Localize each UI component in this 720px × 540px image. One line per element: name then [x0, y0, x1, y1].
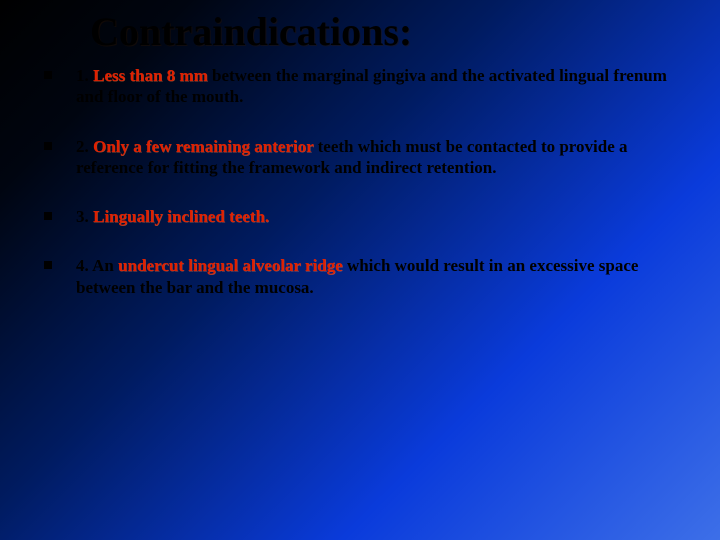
bullet-icon [44, 261, 52, 269]
list-item: 1. Less than 8 mm between the marginal g… [40, 65, 680, 108]
list-item: 4. An undercut lingual alveolar ridge wh… [40, 255, 680, 298]
list-item: 2. Only a few remaining anterior teeth w… [40, 136, 680, 179]
bullet-highlight: Lingually inclined teeth. [93, 207, 269, 226]
bullet-number: 1. [76, 66, 89, 85]
bullet-number: 2. [76, 137, 89, 156]
bullet-highlight: Only a few remaining anterior [93, 137, 313, 156]
bullet-highlight: Less than 8 mm [93, 66, 208, 85]
bullet-icon [44, 142, 52, 150]
bullet-icon [44, 212, 52, 220]
bullet-text: 3. Lingually inclined teeth. [76, 206, 680, 227]
bullet-lead: An [92, 256, 118, 275]
bullet-text: 4. An undercut lingual alveolar ridge wh… [76, 255, 680, 298]
bullet-text: 1. Less than 8 mm between the marginal g… [76, 65, 680, 108]
list-item: 3. Lingually inclined teeth. [40, 206, 680, 227]
bullet-icon [44, 71, 52, 79]
slide-title: Contraindications: [90, 8, 680, 55]
bullet-number: 4. [76, 256, 89, 275]
bullet-highlight: undercut lingual alveolar ridge [118, 256, 343, 275]
bullet-text: 2. Only a few remaining anterior teeth w… [76, 136, 680, 179]
slide: Contraindications: 1. Less than 8 mm bet… [0, 0, 720, 540]
bullet-number: 3. [76, 207, 89, 226]
bullet-list: 1. Less than 8 mm between the marginal g… [40, 65, 680, 298]
